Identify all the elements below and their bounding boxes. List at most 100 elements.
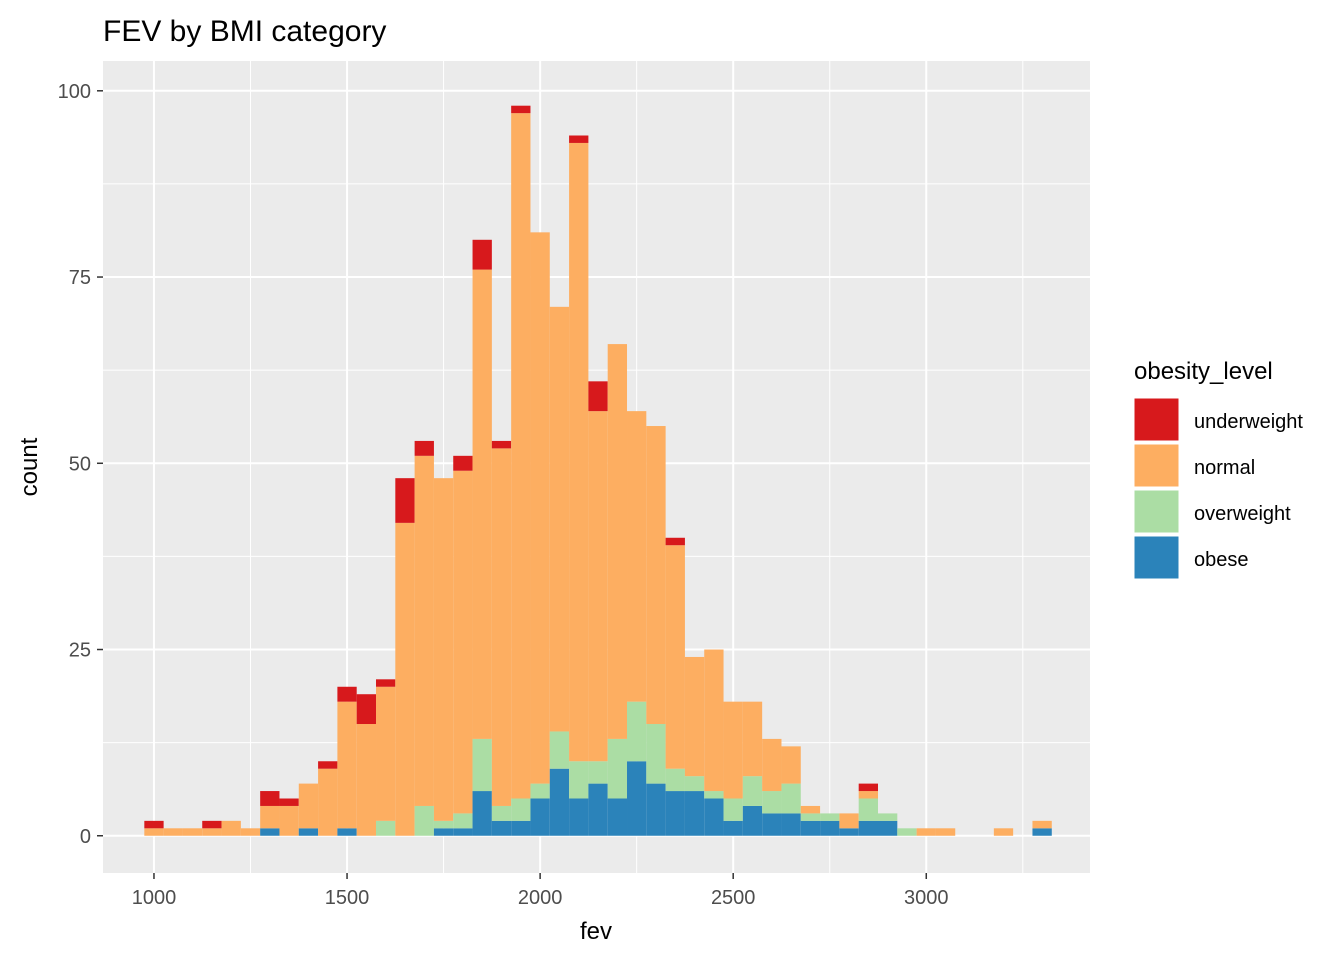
bar-segment-overweight <box>646 724 666 784</box>
bar-segment-normal <box>588 411 608 762</box>
bar-segment-obese <box>839 828 859 836</box>
bar-segment-underweight <box>337 686 357 702</box>
bar-segment-underweight <box>202 820 222 829</box>
bar-segment-overweight <box>549 731 570 769</box>
bar-segment-obese <box>511 820 531 836</box>
bar-segment-underweight <box>453 455 473 471</box>
bar-segment-underweight <box>144 820 164 829</box>
bar-segment-underweight <box>858 783 879 792</box>
bar-segment-overweight <box>762 791 782 814</box>
bar-segment-normal <box>935 828 956 836</box>
bar-segment-overweight <box>588 761 608 784</box>
legend-label-obese: obese <box>1194 549 1249 571</box>
bar-segment-overweight <box>472 738 492 792</box>
legend-title: obesity_level <box>1134 358 1273 385</box>
y-tick-label: 75 <box>69 267 91 289</box>
bar-segment-underweight <box>414 440 434 456</box>
bar-segment-normal <box>337 701 357 829</box>
x-tick-label: 2500 <box>711 887 756 909</box>
bar-segment-normal <box>453 470 473 814</box>
bar-segment-normal <box>530 232 550 784</box>
y-tick-label: 0 <box>80 826 91 848</box>
bar-segment-normal <box>800 805 821 814</box>
bar-segment-overweight <box>878 813 898 821</box>
bar-segment-overweight <box>820 813 840 821</box>
bar-segment-normal <box>472 269 492 739</box>
bar-segment-underweight <box>356 694 377 725</box>
bar-segment-normal <box>1032 820 1052 829</box>
bar-segment-overweight <box>742 776 763 806</box>
x-axis: 1000 1500 2000 2500 3000 <box>132 873 949 909</box>
bar-segment-normal <box>395 522 415 836</box>
bar-segment-obese <box>433 828 454 836</box>
bar-segment-normal <box>491 448 512 806</box>
bar-segment-overweight <box>800 813 821 821</box>
bar-segment-overweight <box>453 813 473 829</box>
bar-segment-normal <box>240 828 261 836</box>
bar-segment-overweight <box>491 805 512 821</box>
bar-segment-obese <box>820 820 840 836</box>
legend-label-normal: normal <box>1194 457 1255 479</box>
y-axis-title: count <box>16 437 43 496</box>
bar-segment-obese <box>800 820 821 836</box>
legend-label-underweight: underweight <box>1194 411 1303 433</box>
bar-segment-normal <box>916 828 936 836</box>
bar-segment-normal <box>742 701 763 777</box>
bar-segment-overweight <box>684 776 705 792</box>
bar-segment-overweight <box>897 828 917 836</box>
bar-segment-obese <box>530 798 550 836</box>
bar-segment-obese <box>260 828 280 836</box>
bar-segment-obese <box>472 791 492 836</box>
bar-segment-normal <box>646 426 666 725</box>
bar-segment-normal <box>781 746 801 784</box>
bar-segment-normal <box>762 738 782 792</box>
bar-segment-underweight <box>318 761 338 769</box>
bar-segment-obese <box>684 791 705 836</box>
bar-segment-normal <box>433 478 454 821</box>
bar-segment-normal <box>202 828 222 836</box>
bar-segment-normal <box>414 455 434 806</box>
bar-segment-obese <box>723 820 743 836</box>
x-tick-label: 2000 <box>518 887 563 909</box>
y-axis: 0 25 50 75 100 <box>58 81 103 848</box>
bar-segment-overweight <box>627 701 647 762</box>
bar-segment-obese <box>1032 828 1052 836</box>
bar-segment-overweight <box>781 783 801 814</box>
bar-segment-normal <box>627 411 647 702</box>
bar-segment-obese <box>762 813 782 836</box>
legend-key-overweight <box>1133 489 1180 534</box>
bar-segment-normal <box>144 828 164 836</box>
bar-segment-normal <box>163 828 183 836</box>
bar-segment-obese <box>569 798 589 836</box>
bar-segment-underweight <box>472 239 492 270</box>
legend-label-overweight: overweight <box>1194 503 1291 525</box>
bar-segment-obese <box>742 805 763 836</box>
bar-segment-overweight <box>433 820 454 829</box>
bar-segment-overweight <box>665 768 685 792</box>
bar-segment-underweight <box>376 679 396 687</box>
bar-segment-obese <box>337 828 357 836</box>
bar-segment-overweight <box>376 820 396 836</box>
bar-segment-obese <box>665 791 685 836</box>
bar-segment-normal <box>607 344 628 739</box>
bar-segment-obese <box>646 783 666 836</box>
bar-segment-obese <box>627 761 647 836</box>
bar-segment-normal <box>298 783 319 829</box>
bar-segment-obese <box>491 820 512 836</box>
bar-segment-underweight <box>511 105 531 114</box>
legend-key-obese <box>1133 535 1180 580</box>
bar-segment-normal <box>356 724 377 836</box>
bar-segment-normal <box>569 142 589 762</box>
legend: obesity_level underweight normal overweigh… <box>1133 358 1303 580</box>
x-axis-title: fev <box>580 918 612 945</box>
bar-segment-obese <box>453 828 473 836</box>
bar-segment-overweight <box>607 738 628 799</box>
legend-key-normal <box>1133 443 1180 488</box>
x-tick-label: 1500 <box>325 887 370 909</box>
bar-segment-overweight <box>530 783 550 799</box>
bar-segment-overweight <box>414 805 434 836</box>
bar-segment-overweight <box>511 798 531 821</box>
y-tick-label: 25 <box>69 640 91 662</box>
bar-segment-normal <box>993 828 1014 836</box>
